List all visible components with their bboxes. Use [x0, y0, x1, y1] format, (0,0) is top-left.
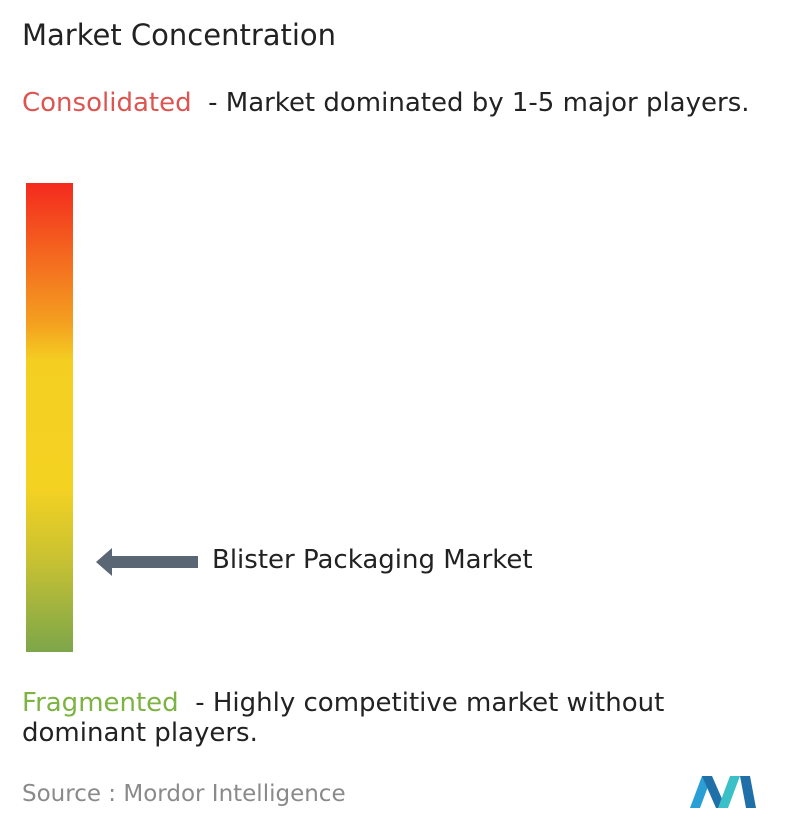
fragmented-description: - Highly competitive market without domi… [22, 688, 665, 748]
logo [690, 776, 756, 808]
consolidated-description: - Market dominated by 1-5 major players. [208, 88, 750, 118]
marker-arrow [96, 548, 198, 576]
fragmented-text: Fragmented - Highly competitive market w… [22, 688, 792, 748]
consolidated-text: Consolidated - Market dominated by 1-5 m… [22, 88, 792, 118]
arrow-shape [96, 548, 198, 576]
logo-part [718, 776, 740, 808]
consolidated-label: Consolidated [22, 88, 192, 118]
fragmented-label: Fragmented [22, 688, 179, 718]
source: Source : Mordor Intelligence [22, 781, 346, 807]
title: Market Concentration [22, 18, 337, 52]
logo-part [740, 776, 756, 808]
source-name: Mordor Intelligence [123, 781, 346, 807]
concentration-gradient [26, 183, 73, 652]
marker-label: Blister Packaging Market [212, 545, 533, 575]
logo-part [702, 776, 726, 808]
source-label: Source : [22, 781, 117, 807]
